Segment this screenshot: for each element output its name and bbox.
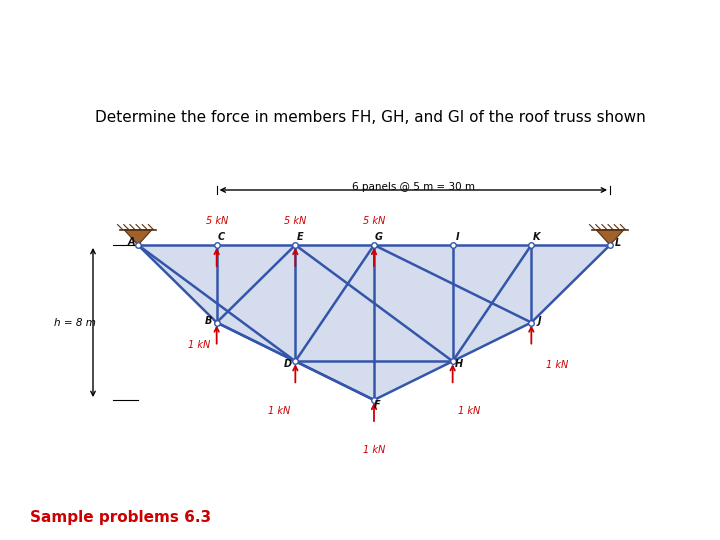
Text: K: K bbox=[533, 232, 540, 242]
Text: I: I bbox=[456, 232, 459, 242]
Polygon shape bbox=[124, 230, 152, 245]
Text: D: D bbox=[284, 359, 292, 369]
Text: Sample problems 6.3: Sample problems 6.3 bbox=[30, 510, 211, 525]
Text: A: A bbox=[127, 237, 135, 247]
Text: 5 kN: 5 kN bbox=[363, 216, 385, 226]
Text: Determine the force in members FH, GH, and GI of the roof truss shown: Determine the force in members FH, GH, a… bbox=[95, 110, 646, 125]
Text: 5 kN: 5 kN bbox=[284, 216, 307, 226]
Text: 1 kN: 1 kN bbox=[363, 445, 385, 455]
Polygon shape bbox=[138, 245, 610, 400]
Text: F: F bbox=[374, 400, 380, 410]
Text: 1 kN: 1 kN bbox=[187, 340, 210, 349]
Text: 6 panels @ 5 m = 30 m: 6 panels @ 5 m = 30 m bbox=[352, 182, 474, 192]
Text: 1 kN: 1 kN bbox=[546, 360, 569, 369]
Text: 1 kN: 1 kN bbox=[457, 406, 480, 416]
Text: L: L bbox=[615, 238, 621, 248]
Text: C: C bbox=[218, 232, 225, 242]
Text: H: H bbox=[454, 359, 463, 369]
Text: E: E bbox=[297, 232, 304, 242]
Text: 5 kN: 5 kN bbox=[205, 216, 228, 226]
Polygon shape bbox=[596, 230, 624, 245]
Text: 1 kN: 1 kN bbox=[269, 406, 290, 416]
Text: B: B bbox=[205, 316, 212, 327]
Text: G: G bbox=[375, 232, 383, 242]
Text: J: J bbox=[538, 316, 541, 327]
Text: h = 8 m: h = 8 m bbox=[54, 318, 96, 327]
